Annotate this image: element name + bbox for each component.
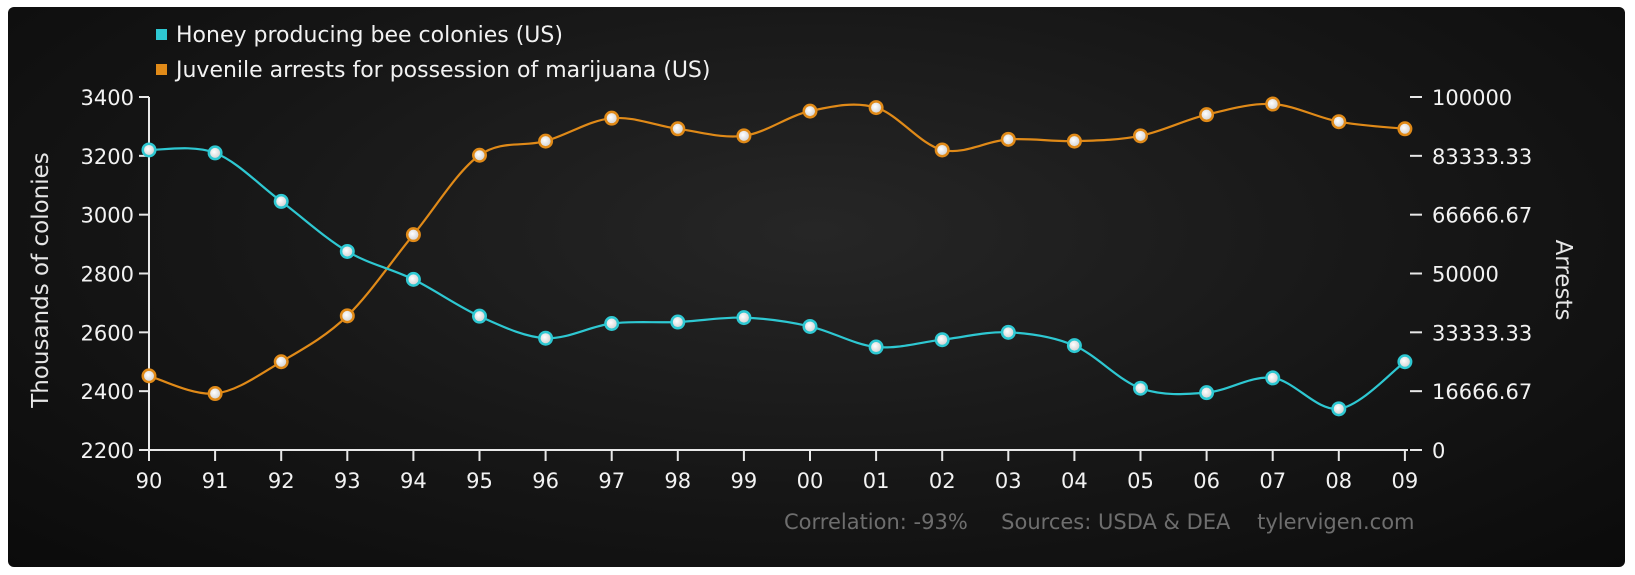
x-tick-label: 03 [995, 469, 1022, 493]
data-point-core-arrests [1069, 136, 1080, 147]
legend-label-arrests: Juvenile arrests for possession of marij… [174, 58, 710, 83]
data-point-core-bees [1399, 356, 1410, 367]
x-axis-ticks: 90 91 92 93 94 95 96 97 98 99 00 01 02 03 04 05 06 07 08 09 [136, 450, 1419, 493]
data-point-core-bees [1333, 403, 1344, 414]
right-axis-ticks: 100000 83333.33 66666.67 50000 33333.33 16666… [1410, 86, 1532, 463]
data-point-core-bees [606, 318, 617, 329]
legend: Honey producing bee colonies (US) Juveni… [156, 23, 710, 83]
axes [148, 97, 1408, 451]
series-layer [141, 96, 1413, 417]
x-tick-label: 02 [929, 469, 956, 493]
y-right-tick-label: 16666.67 [1432, 380, 1532, 404]
data-point-core-arrests [210, 388, 221, 399]
data-point-core-arrests [408, 229, 419, 240]
series-line-bees [148, 147, 1406, 410]
x-tick-label: 05 [1127, 469, 1154, 493]
y-left-tick-label: 3200 [81, 145, 134, 169]
x-tick-label: 95 [466, 469, 493, 493]
x-tick-label: 99 [731, 469, 758, 493]
data-point-core-bees [1003, 327, 1014, 338]
data-point-core-bees [937, 334, 948, 345]
chart: Honey producing bee colonies (US) Juveni… [28, 23, 1576, 534]
data-point-core-arrests [871, 102, 882, 113]
data-point-core-bees [1267, 372, 1278, 383]
y-right-tick-label: 83333.33 [1432, 145, 1532, 169]
x-tick-label: 06 [1193, 469, 1220, 493]
y-left-tick-label: 2800 [81, 263, 134, 287]
data-point-core-bees [871, 342, 882, 353]
data-point-core-arrests [144, 370, 154, 381]
y-right-tick-label: 33333.33 [1432, 321, 1532, 345]
x-tick-label: 00 [797, 469, 824, 493]
x-tick-label: 97 [598, 469, 625, 493]
x-tick-label: 90 [136, 469, 163, 493]
data-point-core-arrests [805, 106, 815, 117]
y-left-axis-title: Thousands of colonies [28, 152, 54, 409]
x-tick-label: 91 [202, 469, 229, 493]
series-line-arrests [148, 102, 1406, 395]
y-left-tick-label: 2400 [81, 380, 134, 404]
series-bees [141, 142, 1413, 417]
data-point-core-bees [805, 321, 815, 332]
x-tick-label: 92 [268, 469, 295, 493]
data-point-core-arrests [540, 136, 551, 147]
y-right-tick-label: 66666.67 [1432, 204, 1532, 228]
data-point-core-bees [1135, 383, 1146, 394]
data-point-core-bees [1069, 340, 1080, 351]
data-point-core-bees [144, 144, 154, 155]
data-point-core-bees [738, 312, 749, 323]
x-tick-label: 08 [1325, 469, 1352, 493]
data-point-core-arrests [1003, 134, 1014, 145]
legend-label-bees: Honey producing bee colonies (US) [176, 23, 563, 48]
data-point-core-bees [474, 311, 485, 322]
data-point-core-bees [1201, 387, 1212, 398]
chart-frame: Honey producing bee colonies (US) Juveni… [8, 7, 1625, 567]
x-tick-label: 96 [532, 469, 559, 493]
legend-swatch-arrests [156, 64, 167, 75]
data-point-core-arrests [672, 123, 683, 134]
data-point-core-arrests [738, 130, 749, 141]
y-left-tick-label: 3400 [81, 86, 134, 110]
x-tick-label: 94 [400, 469, 427, 493]
data-point-core-arrests [606, 113, 617, 124]
data-point-core-arrests [1333, 116, 1344, 127]
series-arrests [141, 96, 1413, 402]
data-point-core-arrests [474, 150, 485, 161]
data-point-core-bees [342, 246, 353, 257]
legend-swatch-bees [156, 29, 167, 40]
data-point-core-bees [408, 274, 419, 285]
data-point-core-arrests [937, 144, 948, 155]
data-point-core-arrests [276, 356, 287, 367]
y-left-tick-label: 3000 [81, 204, 134, 228]
data-point-core-bees [210, 147, 221, 158]
x-tick-label: 93 [334, 469, 361, 493]
x-tick-label: 07 [1259, 469, 1286, 493]
x-tick-label: 09 [1392, 469, 1419, 493]
data-point-core-arrests [1267, 99, 1278, 110]
data-point-core-arrests [1135, 130, 1146, 141]
x-tick-label: 01 [863, 469, 890, 493]
y-right-tick-label: 100000 [1432, 86, 1512, 110]
y-right-tick-label: 50000 [1432, 263, 1499, 287]
data-point-core-arrests [1399, 123, 1410, 134]
x-tick-label: 04 [1061, 469, 1088, 493]
y-left-tick-label: 2200 [81, 439, 134, 463]
data-point-core-bees [276, 196, 287, 207]
x-tick-label: 98 [664, 469, 691, 493]
left-axis-ticks: 3400 3200 3000 2800 2600 2400 2200 [81, 86, 149, 463]
data-point-core-bees [672, 317, 683, 328]
data-point-core-arrests [342, 310, 353, 321]
y-left-tick-label: 2600 [81, 321, 134, 345]
chart-footer: Correlation: -93% Sources: USDA & DEA ty… [784, 510, 1415, 534]
data-point-core-bees [540, 333, 551, 344]
y-right-tick-label: 0 [1432, 439, 1445, 463]
data-point-core-arrests [1201, 109, 1212, 120]
y-right-axis-title: Arrests [1550, 240, 1576, 321]
